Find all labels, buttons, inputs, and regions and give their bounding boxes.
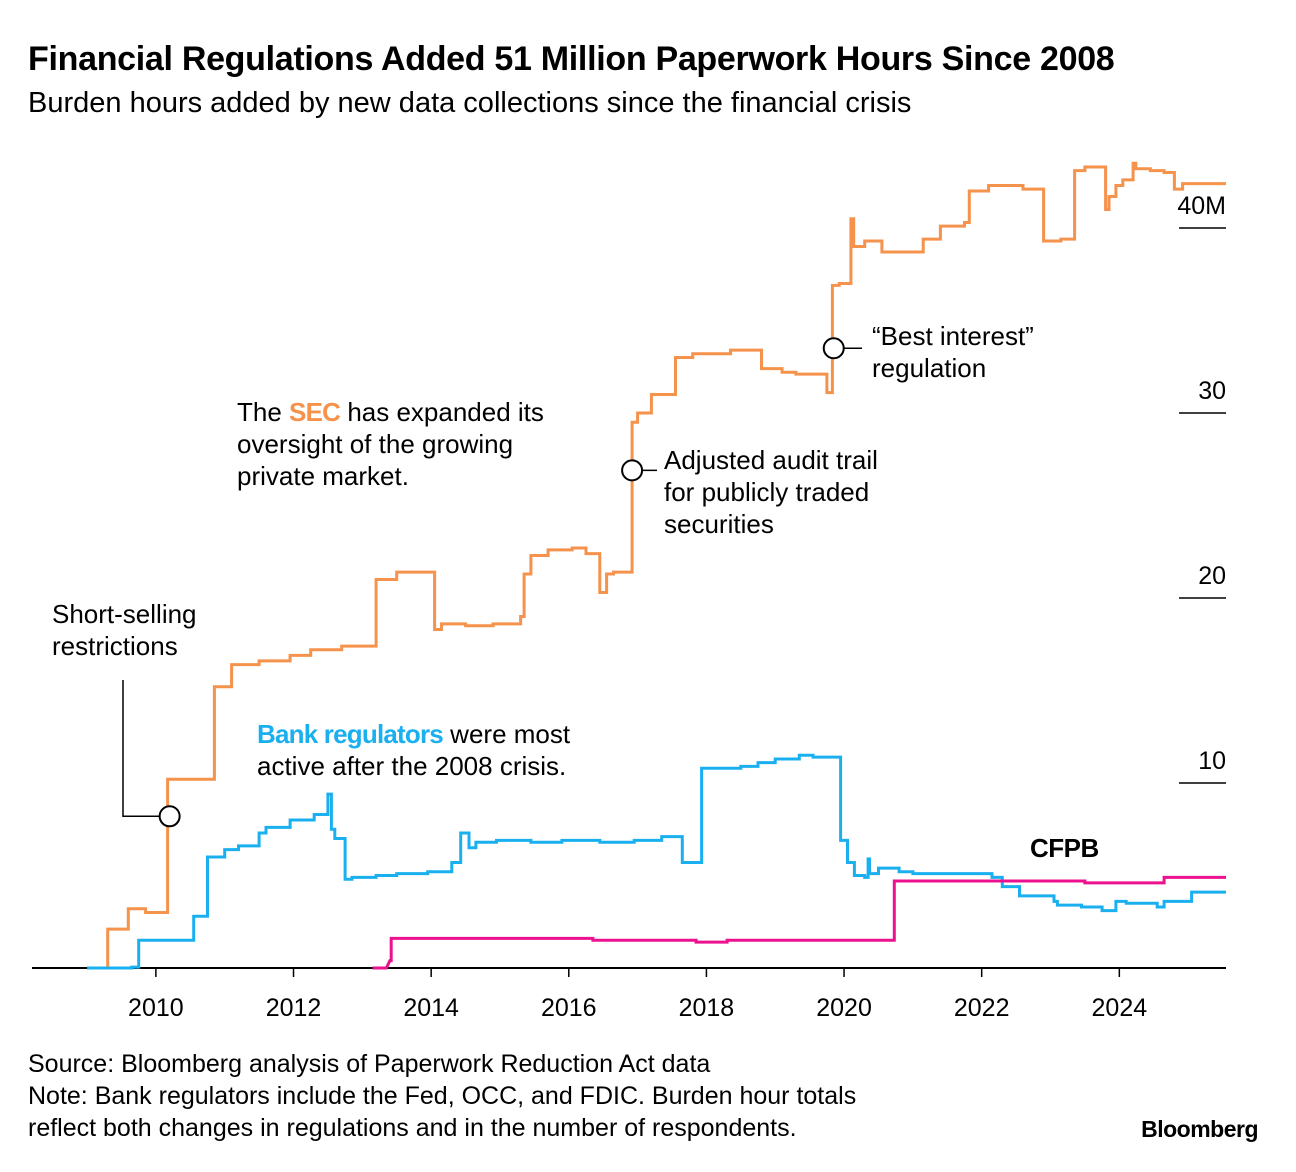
y-tick-label-40M: 40M xyxy=(1177,192,1226,220)
x-tick-label-2022: 2022 xyxy=(954,994,1010,1022)
callout-sec-line-2: oversight of the growing xyxy=(237,429,513,459)
callout-sec-line-3: private market. xyxy=(237,461,409,491)
x-tick-label-2020: 2020 xyxy=(816,994,872,1022)
annotation-best-interest-line-2: regulation xyxy=(872,353,986,383)
annotation-audit-trail-line-3: securities xyxy=(664,509,774,539)
axes-group: 2010 2012 2014 2016 2018 2020 2022 2024 10 20 30 40… xyxy=(32,192,1226,1022)
callout-bank-line-1-part-2: were most xyxy=(443,719,571,749)
annotation-short-selling-line-2: restrictions xyxy=(52,631,178,661)
callout-bank-line-1-part-1: Bank regulators xyxy=(257,719,443,749)
x-tick-label-2010: 2010 xyxy=(128,994,184,1022)
callout-bank-line-2: active after the 2008 crisis. xyxy=(257,751,566,781)
callout-sec-line-1-part-2: SEC xyxy=(289,397,341,427)
y-tick-label-20: 20 xyxy=(1198,562,1226,590)
callout-bank-line-2-part-1: active after the 2008 crisis. xyxy=(257,751,566,781)
series-line-sec xyxy=(97,161,1226,970)
callout-cfpb-label: CFPB xyxy=(1030,833,1099,863)
x-tick-label-2012: 2012 xyxy=(266,994,322,1022)
x-tick-label-2024: 2024 xyxy=(1092,994,1148,1022)
annotation-short-selling-line-1: Short-selling xyxy=(52,599,197,629)
source-note: Source: Bloomberg analysis of Paperwork … xyxy=(28,1050,711,1078)
callout-sec-line-1: The SEC has expanded its xyxy=(237,397,544,427)
annotation-short-selling: Short-selling restrictions xyxy=(52,599,197,661)
y-tick-label-30: 30 xyxy=(1198,377,1226,405)
callout-sec-line-1-part-1: The xyxy=(237,397,289,427)
callout-bank-line-1: Bank regulators were most xyxy=(257,719,571,749)
chart-title: Financial Regulations Added 51 Million P… xyxy=(28,40,1115,78)
annotation-audit-trail-line-2: for publicly traded xyxy=(664,477,869,507)
footnote-line-2: reflect both changes in regulations and … xyxy=(28,1114,797,1142)
annotation-audit-trail-line-1: Adjusted audit trail xyxy=(664,445,878,475)
annotation-marker-best-interest xyxy=(822,337,845,360)
annotations-group: Short-selling restrictions Adjusted audit … xyxy=(52,321,1034,828)
x-tick-label-2018: 2018 xyxy=(679,994,735,1022)
series-line-bank xyxy=(87,753,1226,970)
x-tick-label-2016: 2016 xyxy=(541,994,597,1022)
annotation-audit-trail: Adjusted audit trail for publicly traded s… xyxy=(664,445,878,539)
bloomberg-logo: Bloomberg xyxy=(1141,1116,1258,1142)
y-tick-label-10: 10 xyxy=(1198,747,1226,775)
series-line-cfpb xyxy=(372,875,1226,970)
callout-sec-line-3-part-1: private market. xyxy=(237,461,409,491)
annotation-leader-short-selling xyxy=(122,680,160,818)
annotation-best-interest: “Best interest” regulation xyxy=(872,321,1034,383)
series-group xyxy=(87,161,1226,970)
annotation-marker-audit-trail xyxy=(621,459,644,482)
footnote-line-1: Note: Bank regulators include the Fed, O… xyxy=(28,1082,857,1110)
chart-subtitle: Burden hours added by new data collectio… xyxy=(28,87,912,119)
annotation-marker-short-selling xyxy=(158,805,181,828)
x-tick-label-2014: 2014 xyxy=(403,994,459,1022)
annotation-best-interest-line-1: “Best interest” xyxy=(872,321,1034,351)
callout-sec-line-2-part-1: oversight of the growing xyxy=(237,429,513,459)
callout-sec-line-1-part-3: has expanded its xyxy=(340,397,544,427)
